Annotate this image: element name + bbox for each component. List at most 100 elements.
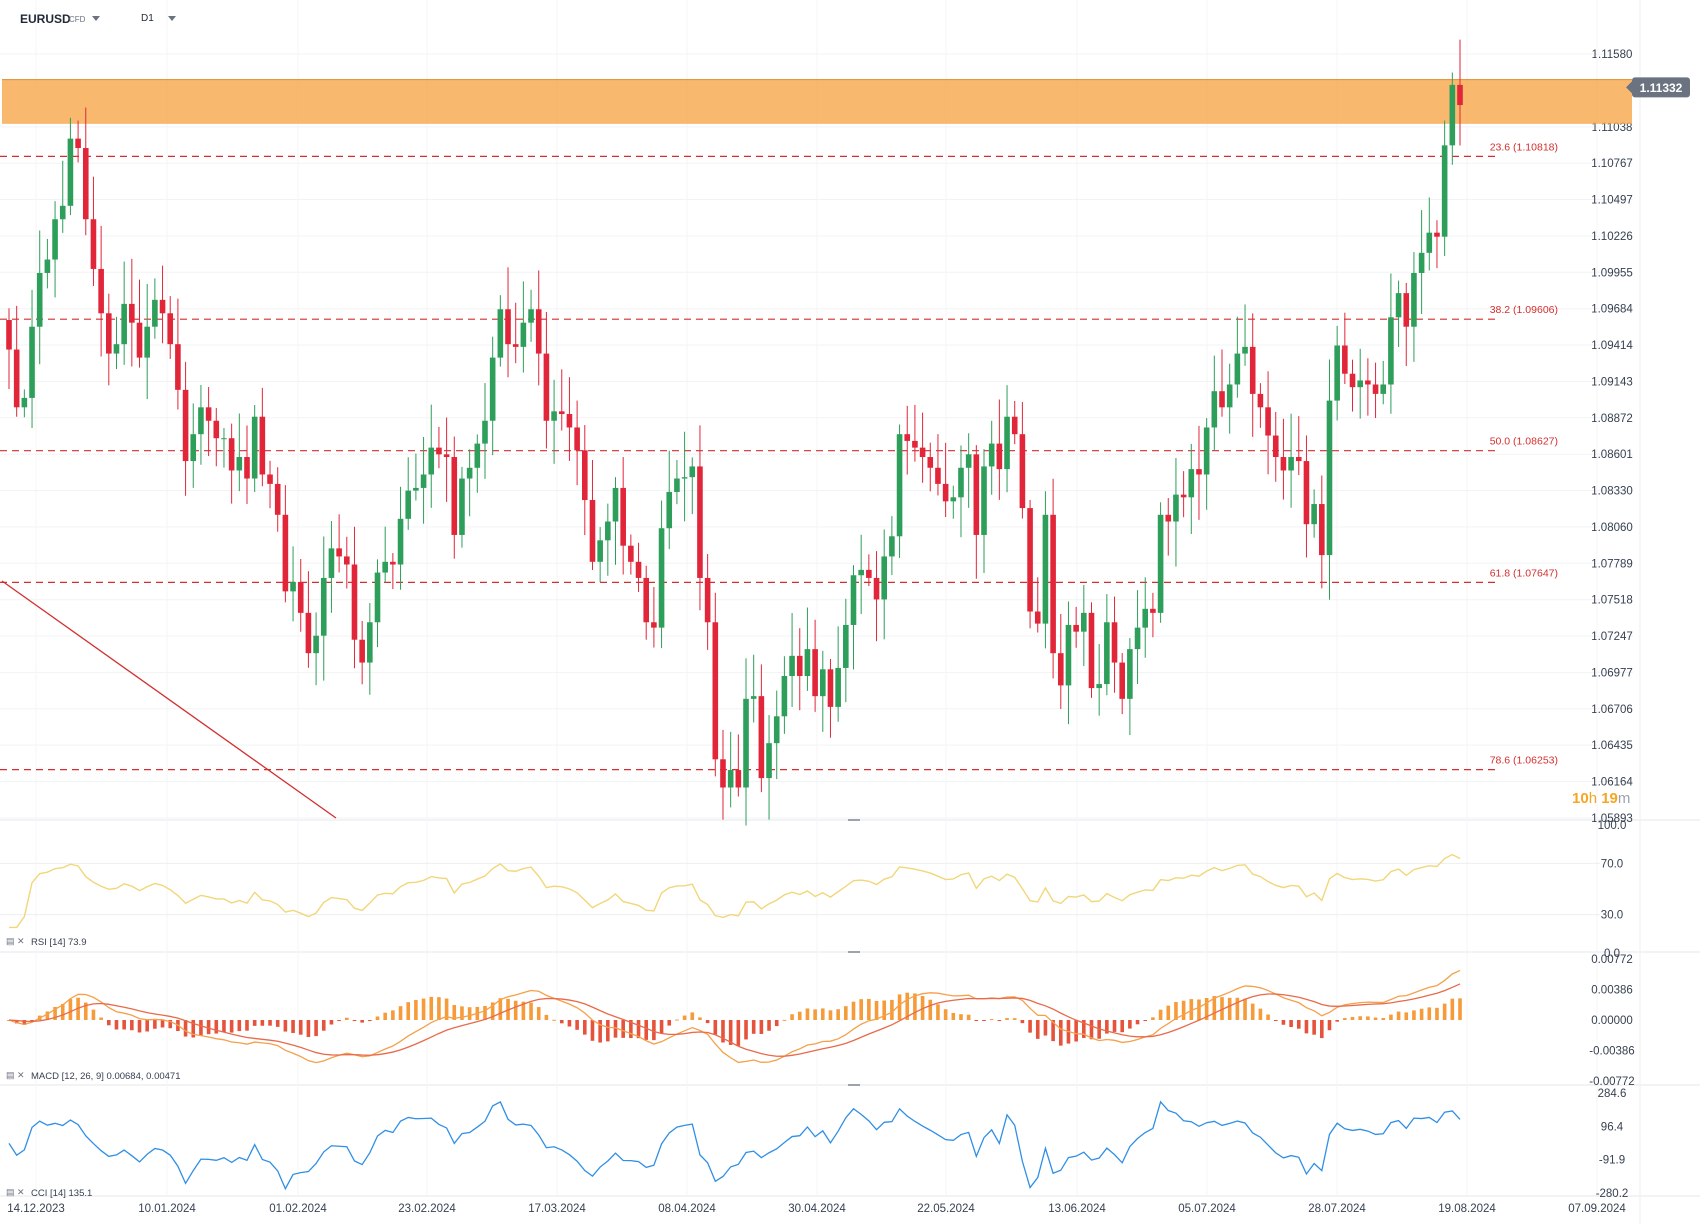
timeframe-selector[interactable]: D1 [141, 13, 154, 24]
candle-body [405, 490, 412, 519]
macd-histogram-bar [644, 1020, 649, 1040]
y-tick-label: 1.06706 [1591, 704, 1633, 716]
x-tick-label: 10.01.2024 [138, 1203, 196, 1215]
macd-histogram-bar [567, 1020, 572, 1027]
candle-body [1295, 457, 1302, 462]
candle-body [459, 478, 465, 535]
macd-histogram-bar [1166, 1005, 1171, 1020]
macd-settings-icon[interactable]: ▤ ✕ [6, 1070, 25, 1080]
macd-histogram-bar [1005, 1018, 1009, 1020]
macd-histogram-bar [429, 996, 434, 1020]
pane-resize-handle [848, 819, 860, 821]
candle-body [973, 454, 980, 535]
rsi-settings-icon[interactable]: ▤ ✕ [6, 936, 25, 946]
candle-body [1441, 145, 1448, 237]
candle-body [1127, 649, 1133, 699]
candle-body [82, 148, 89, 220]
macd-histogram-bar [83, 1002, 88, 1020]
macd-histogram-bar [690, 1012, 695, 1020]
candle-body [1395, 293, 1402, 318]
cci-y-tick-label: -280.2 [1596, 1188, 1629, 1200]
macd-y-tick-label: 0.00386 [1591, 985, 1633, 997]
macd-histogram-bar [1458, 998, 1462, 1020]
macd-histogram-bar [237, 1020, 242, 1032]
candle-body [535, 309, 542, 354]
candle-body [320, 577, 327, 636]
candle-body [512, 344, 519, 347]
candle-body [144, 326, 150, 358]
rsi-value: 73.9 [67, 937, 87, 948]
candle-body [505, 309, 511, 345]
macd-histogram-bar [629, 1020, 633, 1039]
timeframe-dropdown-icon[interactable] [168, 16, 176, 21]
macd-histogram-bar [982, 1020, 986, 1021]
macd-histogram-bar [1304, 1020, 1309, 1034]
candle-body [1111, 622, 1118, 663]
macd-histogram-bar [229, 1020, 234, 1033]
candle-body [712, 622, 719, 760]
macd-histogram-bar [728, 1020, 733, 1045]
macd-histogram-bar [782, 1019, 787, 1021]
candle-body [297, 581, 304, 613]
macd-histogram-bar [859, 999, 863, 1020]
candle-body [428, 447, 435, 475]
macd-histogram-bar [283, 1020, 288, 1032]
candle-body [789, 655, 795, 677]
macd-histogram-bar [590, 1020, 595, 1041]
candle-body [451, 457, 458, 535]
candle-body [551, 411, 557, 421]
candle-body [44, 259, 51, 273]
macd-y-tick-label: -0.00386 [1589, 1046, 1634, 1058]
y-tick-label: 1.08872 [1591, 413, 1633, 425]
rsi-params: [14] [49, 937, 66, 948]
y-tick-label: 1.09955 [1591, 267, 1633, 279]
macd-histogram-bar [1404, 1012, 1409, 1020]
candle-body [413, 487, 419, 491]
macd-histogram-bar [1273, 1020, 1278, 1021]
symbol-dropdown-icon[interactable] [92, 16, 100, 21]
candle-body [274, 483, 281, 515]
candle-body [981, 466, 987, 535]
macd-histogram-bar [321, 1020, 326, 1031]
macd-histogram-bar [337, 1020, 341, 1021]
candle-body [773, 716, 780, 744]
candle-body [1226, 384, 1233, 408]
candle-body [1119, 662, 1126, 699]
candle-body [1042, 514, 1049, 624]
candle-body [866, 569, 872, 578]
macd-histogram-bar [99, 1017, 103, 1020]
candle-body [558, 411, 565, 415]
y-tick-label: 1.07247 [1591, 631, 1633, 643]
candle-body [1457, 84, 1463, 106]
macd-histogram-bar [1089, 1020, 1094, 1040]
candle-body [605, 521, 611, 541]
macd-histogram-bar [1020, 1020, 1025, 1024]
macd-signal-line [8, 983, 1461, 1057]
symbol-name[interactable]: EURUSD [20, 12, 71, 26]
macd-histogram-bar [1366, 1016, 1370, 1020]
macd-histogram-bar [989, 1019, 994, 1021]
macd-histogram-bar [1419, 1008, 1424, 1020]
macd-histogram-bar [905, 992, 910, 1020]
countdown-minutes: 19 [1601, 790, 1618, 807]
macd-histogram-bar [951, 1012, 956, 1020]
macd-histogram-bar [705, 1020, 710, 1024]
candle-body [735, 770, 742, 788]
macd-histogram-bar [191, 1020, 196, 1038]
candle-body [75, 138, 81, 149]
macd-histogram-bar [636, 1020, 641, 1039]
candle-body [1434, 232, 1440, 237]
macd-histogram-bar [368, 1020, 372, 1022]
candle-body [674, 478, 680, 492]
macd-histogram-bar [575, 1020, 579, 1030]
macd-histogram-bar [751, 1020, 756, 1034]
candle-body [612, 487, 619, 522]
candle-body [643, 577, 650, 623]
macd-histogram-bar [114, 1020, 119, 1030]
candle-body [1403, 293, 1410, 327]
macd-histogram-bar [260, 1020, 265, 1026]
macd-histogram-bar [1035, 1020, 1040, 1039]
candle-body [1211, 391, 1218, 428]
cci-settings-icon[interactable]: ▤ ✕ [6, 1187, 25, 1197]
